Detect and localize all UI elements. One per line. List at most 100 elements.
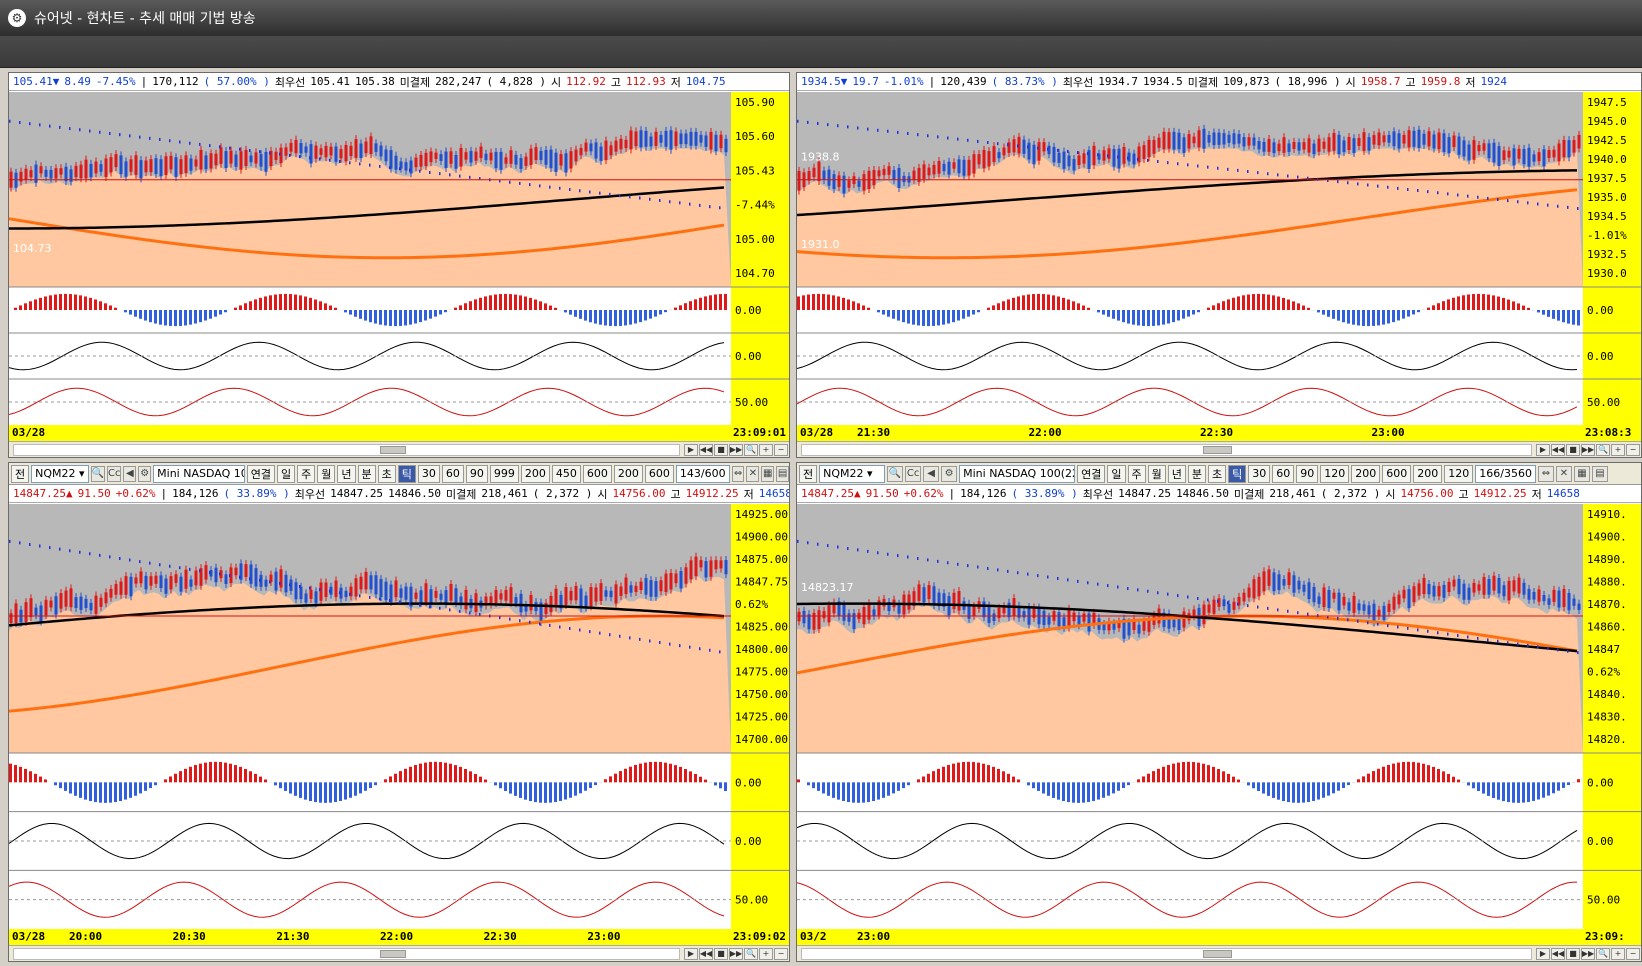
rewind-icon[interactable]: ◀◀ [1551,947,1565,960]
settings-icon[interactable]: ⚙ [941,465,958,482]
period-button-5[interactable]: 분 [1187,464,1206,483]
period-button-4[interactable]: 년 [1167,464,1186,483]
period-button-16[interactable]: 600 [644,464,674,483]
period-button-7[interactable]: 틱 [1228,464,1247,483]
search-icon[interactable]: 🔍 [90,465,105,482]
price-chart-svg[interactable]: 14910. 14900. 14890. 14880. 14870. 14860. 1484… [797,504,1642,929]
plus-icon[interactable]: + [759,443,773,456]
period-button-6[interactable]: 초 [1208,464,1227,483]
scroll-thumb[interactable] [1202,949,1233,958]
period-button-3[interactable]: 월 [317,464,336,483]
period-button-3[interactable]: 월 [1147,464,1166,483]
period-button-7[interactable]: 틱 [397,464,416,483]
zoom-icon[interactable]: 🔍 [1596,947,1610,960]
chart-area[interactable]: 14925.00 14900.00 14875.00 14847.75 0.62% 148… [9,504,789,929]
period-button-15[interactable]: 200 [613,464,643,483]
period-button-1[interactable]: 일 [277,464,296,483]
period-button-9[interactable]: 60 [441,464,464,483]
play-icon[interactable]: ▶ [1536,443,1550,456]
play-icon[interactable]: ▶ [684,443,698,456]
period-button-0[interactable]: 연결 [1077,464,1106,483]
plus-icon[interactable]: + [1611,947,1625,960]
symbol-select[interactable]: NQM22 ▾ [31,464,89,483]
period-button-12[interactable]: 200 [1351,464,1381,483]
stop-icon[interactable]: ■ [1566,947,1580,960]
tab-all-button[interactable]: 전 [799,464,818,483]
minus-icon[interactable]: − [1626,947,1640,960]
period-button-0[interactable]: 연결 [246,464,276,483]
period-button-9[interactable]: 60 [1272,464,1295,483]
minus-icon[interactable]: − [774,443,788,456]
minus-icon[interactable]: − [774,947,788,960]
price-chart-svg[interactable]: 14925.00 14900.00 14875.00 14847.75 0.62% 148… [9,504,790,929]
rewind-icon[interactable]: ◀◀ [1551,443,1565,456]
period-button-14[interactable]: 600 [582,464,612,483]
period-button-11[interactable]: 999 [489,464,519,483]
chart-scrollbar[interactable]: ▶ ◀◀ ■ ▶▶ 🔍 + − [9,441,789,457]
stop-icon[interactable]: ■ [1566,443,1580,456]
grid-icon[interactable]: ▦ [1573,465,1590,482]
sound-icon[interactable]: ◀ [123,465,137,482]
period-button-12[interactable]: 200 [520,464,550,483]
play-icon[interactable]: ▶ [684,947,698,960]
forward-icon[interactable]: ▶▶ [729,443,743,456]
search-icon[interactable]: 🔍 [887,465,904,482]
period-button-6[interactable]: 초 [377,464,396,483]
period-button-11[interactable]: 120 [1320,464,1350,483]
chart-area[interactable]: 1947.5 1945.0 1942.5 1940.0 1937.5 1935.0 1934… [797,92,1641,425]
stop-icon[interactable]: ■ [714,947,728,960]
close-icon[interactable]: ✕ [1555,465,1572,482]
plus-icon[interactable]: + [759,947,773,960]
chart-area[interactable]: 105.90 105.60 105.43 -7.44% 105.00 104.70 0.00… [9,92,789,425]
forward-icon[interactable]: ▶▶ [1581,947,1595,960]
zoom-icon[interactable]: 🔍 [1596,443,1610,456]
link-icon[interactable]: ⇔ [1537,465,1554,482]
zoom-icon[interactable]: 🔍 [744,443,758,456]
period-button-13[interactable]: 600 [1382,464,1412,483]
chart-scrollbar[interactable]: ▶ ◀◀ ■ ▶▶ 🔍 + − [797,945,1641,961]
scroll-thumb[interactable] [379,445,407,454]
scroll-track[interactable] [801,443,1532,456]
period-button-1[interactable]: 일 [1107,464,1126,483]
layout-icon[interactable]: ▤ [1591,465,1608,482]
layout-icon[interactable]: ▤ [776,465,789,482]
price-chart-svg[interactable]: 1947.5 1945.0 1942.5 1940.0 1937.5 1935.0 1934… [797,92,1642,425]
minus-icon[interactable]: − [1626,443,1640,456]
settings-icon[interactable]: ⚙ [138,465,152,482]
period-button-13[interactable]: 450 [551,464,581,483]
scroll-track[interactable] [13,443,680,456]
period-button-15[interactable]: 120 [1444,464,1474,483]
period-button-10[interactable]: 90 [465,464,488,483]
grid-icon[interactable]: ▦ [761,465,775,482]
symbol-select[interactable]: NQM22 ▾ [819,464,886,483]
period-button-2[interactable]: 주 [297,464,316,483]
code-icon[interactable]: Cc [106,465,122,482]
chart-scrollbar[interactable]: ▶ ◀◀ ■ ▶▶ 🔍 + − [797,441,1641,457]
plus-icon[interactable]: + [1611,443,1625,456]
scroll-thumb[interactable] [379,949,407,958]
tab-all-button[interactable]: 전 [11,464,30,483]
forward-icon[interactable]: ▶▶ [1581,443,1595,456]
stop-icon[interactable]: ■ [714,443,728,456]
period-button-14[interactable]: 200 [1413,464,1443,483]
play-icon[interactable]: ▶ [1536,947,1550,960]
sound-icon[interactable]: ◀ [923,465,940,482]
rewind-icon[interactable]: ◀◀ [699,947,713,960]
price-chart-svg[interactable]: 105.90 105.60 105.43 -7.44% 105.00 104.70 0.00… [9,92,790,425]
period-button-8[interactable]: 30 [1248,464,1271,483]
period-button-5[interactable]: 분 [357,464,376,483]
chart-scrollbar[interactable]: ▶ ◀◀ ■ ▶▶ 🔍 + − [9,945,789,961]
code-icon[interactable]: Cc [905,465,922,482]
scroll-thumb[interactable] [1202,445,1233,454]
period-button-4[interactable]: 년 [337,464,356,483]
zoom-icon[interactable]: 🔍 [744,947,758,960]
close-icon[interactable]: ✕ [746,465,760,482]
forward-icon[interactable]: ▶▶ [729,947,743,960]
period-button-8[interactable]: 30 [417,464,440,483]
chart-area[interactable]: 14910. 14900. 14890. 14880. 14870. 14860. 1484… [797,504,1641,929]
period-button-2[interactable]: 주 [1127,464,1146,483]
rewind-icon[interactable]: ◀◀ [699,443,713,456]
scroll-track[interactable] [801,947,1532,960]
link-icon[interactable]: ⇔ [731,465,745,482]
period-button-10[interactable]: 90 [1296,464,1319,483]
